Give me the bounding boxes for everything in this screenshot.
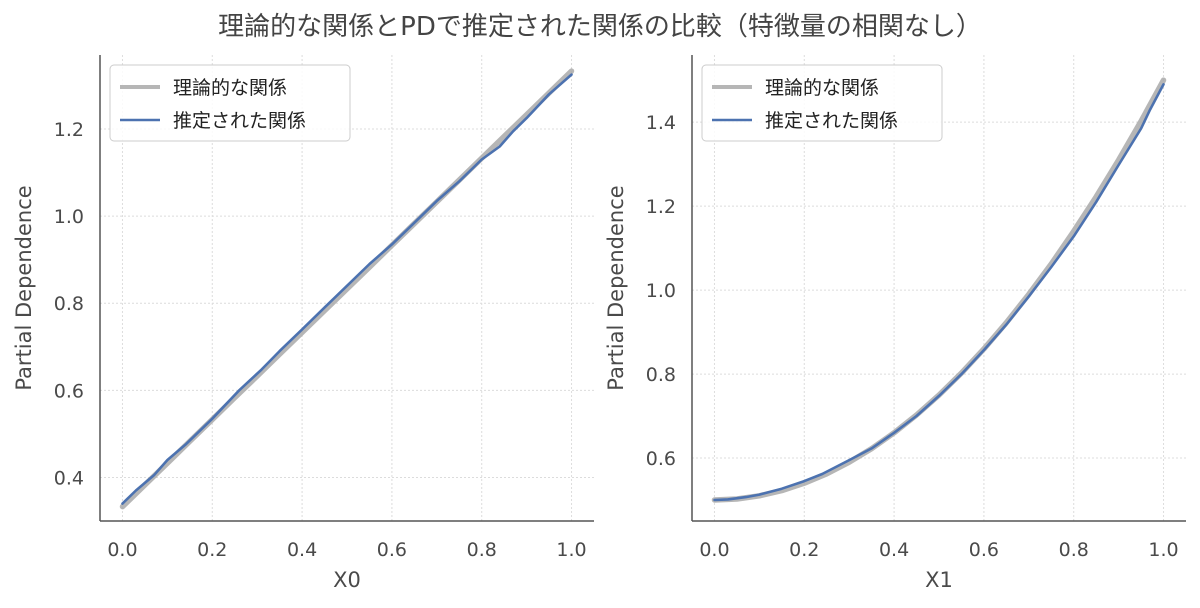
x-tick-label: 0.0 [699, 539, 729, 561]
x-tick-label: 0.2 [789, 539, 819, 561]
x-tick-label: 1.0 [556, 539, 586, 561]
y-axis-label: Partial Dependence [12, 185, 36, 390]
series-line-estimated [121, 73, 573, 505]
x-tick-label: 0.8 [467, 539, 497, 561]
subplot-2: 0.0 0.2 0.4 0.6 0.8 1.0 0.6 0.8 1.0 1.2 1.4 X1 Parti… [604, 55, 1186, 592]
y-tick-label: 0.6 [54, 380, 84, 402]
y-tick-label: 0.6 [646, 448, 676, 470]
legend-entry: 推定された関係 [173, 110, 306, 132]
y-tick-label: 0.8 [646, 364, 676, 386]
y-tick-label: 1.2 [54, 119, 84, 141]
y-tick-label: 0.4 [54, 467, 84, 489]
legend-box [109, 64, 351, 142]
subplot-1: 0.0 0.2 0.4 0.6 0.8 1.0 0.4 0.6 0.8 1.0 1.2 X0 Parti… [12, 55, 594, 592]
legend-entry: 理論的な関係 [765, 77, 879, 99]
y-tick-label: 0.8 [54, 293, 84, 315]
x-tick-label: 0.8 [1059, 539, 1089, 561]
x-axis-label: X0 [333, 568, 361, 592]
x-tick-label: 0.4 [287, 539, 317, 561]
y-axis-label: Partial Dependence [604, 185, 628, 390]
x-tick-label: 0.4 [879, 539, 909, 561]
y-tick-label: 1.4 [646, 112, 676, 134]
y-tick-label: 1.2 [646, 196, 676, 218]
x-tick-label: 0.0 [107, 539, 137, 561]
figure-title: 理論的な関係とPDで推定された関係の比較（特徴量の相関なし） [218, 12, 982, 42]
legend-entry: 理論的な関係 [173, 77, 287, 99]
series-line-estimated [713, 83, 1165, 502]
x-tick-label: 0.2 [197, 539, 227, 561]
legend-box [701, 64, 943, 142]
y-tick-label: 1.0 [54, 206, 84, 228]
y-tick-label: 1.0 [646, 280, 676, 302]
legend-entry: 推定された関係 [765, 110, 898, 132]
x-tick-label: 1.0 [1148, 539, 1178, 561]
x-tick-label: 0.6 [377, 539, 407, 561]
x-tick-label: 0.6 [969, 539, 999, 561]
x-axis-label: X1 [925, 568, 953, 592]
